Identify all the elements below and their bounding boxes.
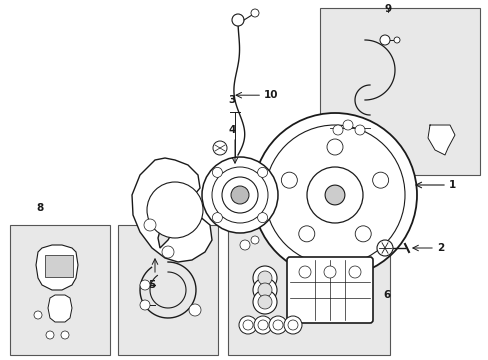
Circle shape — [140, 280, 150, 290]
Circle shape — [258, 271, 271, 285]
Circle shape — [325, 185, 344, 205]
Text: 2: 2 — [436, 243, 443, 253]
Circle shape — [298, 266, 310, 278]
Circle shape — [162, 246, 174, 258]
Circle shape — [281, 172, 297, 188]
Circle shape — [147, 182, 203, 238]
Circle shape — [253, 316, 271, 334]
Polygon shape — [48, 295, 72, 322]
Circle shape — [354, 226, 370, 242]
Circle shape — [140, 300, 150, 310]
Circle shape — [202, 157, 278, 233]
Circle shape — [376, 240, 392, 256]
Circle shape — [213, 141, 226, 155]
Circle shape — [212, 167, 222, 177]
Text: 5: 5 — [148, 280, 155, 290]
Circle shape — [287, 320, 297, 330]
Circle shape — [243, 320, 252, 330]
Polygon shape — [132, 158, 212, 262]
Circle shape — [250, 9, 259, 17]
Circle shape — [393, 37, 399, 43]
Circle shape — [230, 186, 248, 204]
Circle shape — [239, 316, 257, 334]
Circle shape — [252, 113, 416, 277]
Polygon shape — [36, 245, 78, 290]
Text: 8: 8 — [36, 203, 43, 213]
Polygon shape — [427, 125, 454, 155]
Circle shape — [342, 120, 352, 130]
Circle shape — [257, 167, 267, 177]
Circle shape — [61, 331, 69, 339]
Circle shape — [372, 172, 388, 188]
Circle shape — [240, 240, 249, 250]
Text: 10: 10 — [264, 90, 278, 100]
Text: 6: 6 — [382, 290, 389, 300]
Text: 1: 1 — [448, 180, 455, 190]
Circle shape — [326, 139, 342, 155]
Bar — [319, 8, 479, 175]
Circle shape — [189, 304, 201, 316]
Circle shape — [332, 125, 342, 135]
Circle shape — [258, 320, 267, 330]
Circle shape — [252, 266, 276, 290]
Circle shape — [272, 320, 283, 330]
Circle shape — [231, 14, 244, 26]
Circle shape — [264, 125, 404, 265]
Bar — [45, 255, 73, 277]
Circle shape — [250, 236, 259, 244]
Circle shape — [306, 167, 362, 223]
Circle shape — [354, 125, 364, 135]
Circle shape — [284, 316, 302, 334]
Circle shape — [212, 213, 222, 222]
Circle shape — [252, 278, 276, 302]
Circle shape — [257, 213, 267, 222]
Circle shape — [348, 266, 360, 278]
Text: 9: 9 — [384, 4, 391, 14]
Circle shape — [258, 295, 271, 309]
Bar — [118, 225, 218, 355]
Circle shape — [143, 219, 156, 231]
Text: 3: 3 — [228, 95, 235, 105]
Text: 7: 7 — [154, 203, 162, 213]
Bar — [227, 228, 389, 355]
Circle shape — [268, 316, 286, 334]
Circle shape — [46, 331, 54, 339]
Bar — [10, 225, 110, 355]
FancyBboxPatch shape — [286, 257, 372, 323]
Circle shape — [324, 266, 335, 278]
Circle shape — [222, 177, 258, 213]
Circle shape — [34, 311, 42, 319]
Text: 4: 4 — [228, 125, 235, 135]
Circle shape — [212, 167, 267, 223]
Circle shape — [252, 290, 276, 314]
Circle shape — [298, 226, 314, 242]
Circle shape — [258, 283, 271, 297]
Circle shape — [379, 35, 389, 45]
